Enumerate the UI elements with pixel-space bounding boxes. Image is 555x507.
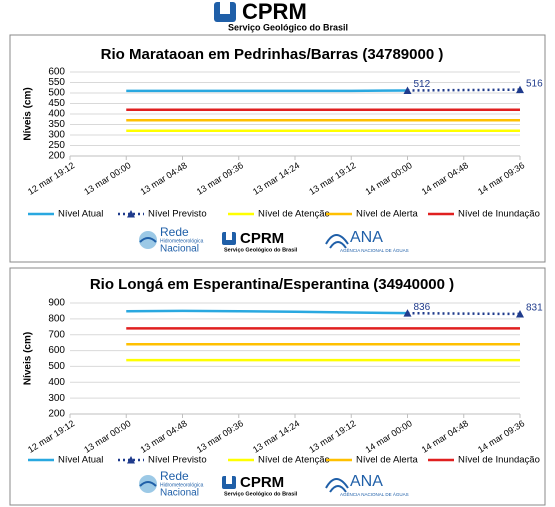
x-tick-label: 13 mar 19:12 xyxy=(307,160,357,197)
legend-label: Nível Previsto xyxy=(148,209,207,220)
x-tick-label: 12 mar 19:12 xyxy=(26,160,76,197)
cprm-label: CPRM xyxy=(240,474,284,491)
y-axis-label: Níveis (cm) xyxy=(23,332,34,385)
x-tick-label: 14 mar 04:48 xyxy=(420,418,470,455)
series-line xyxy=(407,311,521,316)
x-tick-label: 13 mar 04:48 xyxy=(139,160,189,197)
y-tick-label: 400 xyxy=(48,109,65,120)
marker xyxy=(516,309,524,318)
cprm-icon-cut xyxy=(226,476,232,484)
rede-label: Rede xyxy=(160,225,189,239)
data-label: 831 xyxy=(526,303,543,314)
x-tick-label: 12 mar 19:12 xyxy=(26,418,76,455)
legend-label: Nível Atual xyxy=(58,209,103,220)
x-tick-label: 13 mar 00:00 xyxy=(82,160,132,197)
x-tick-label: 13 mar 09:36 xyxy=(195,418,245,455)
y-tick-label: 500 xyxy=(48,88,65,99)
x-tick-label: 13 mar 00:00 xyxy=(82,418,132,455)
y-tick-label: 300 xyxy=(48,393,65,404)
x-tick-label: 13 mar 14:24 xyxy=(251,418,301,455)
header-subtitle: Serviço Geológico do Brasil xyxy=(228,22,348,32)
legend-label: Nível de Alerta xyxy=(356,209,418,220)
chart-title: Rio Longá em Esperantina/Esperantina (34… xyxy=(90,276,454,293)
legend-label: Nível de Inundação xyxy=(458,455,540,466)
ana-sub: AGÊNCIA NACIONAL DE ÁGUAS xyxy=(340,490,409,497)
x-tick-label: 14 mar 00:00 xyxy=(364,160,414,197)
rede-sub: Hidrometeorológica xyxy=(160,238,204,244)
y-tick-label: 550 xyxy=(48,77,65,88)
rede-name: Nacional xyxy=(160,244,199,255)
y-tick-label: 600 xyxy=(48,345,65,356)
rede-name: Nacional xyxy=(160,488,199,499)
chart-title: Rio Marataoan em Pedrinhas/Barras (34789… xyxy=(101,46,444,63)
cprm-icon-cut xyxy=(226,232,232,240)
y-tick-label: 450 xyxy=(48,98,65,109)
x-tick-label: 13 mar 09:36 xyxy=(195,160,245,197)
rede-icon-wave xyxy=(139,237,157,243)
legend-label: Nível Previsto xyxy=(148,455,207,466)
x-tick-label: 13 mar 04:48 xyxy=(139,418,189,455)
data-label: 836 xyxy=(414,302,431,313)
rede-label: Rede xyxy=(160,469,189,483)
chart-frame xyxy=(9,267,546,506)
cprm-sub: Serviço Geológico do Brasil xyxy=(224,247,298,253)
y-tick-label: 800 xyxy=(48,313,65,324)
data-label: 516 xyxy=(526,78,543,89)
legend-marker xyxy=(127,210,135,218)
y-tick-label: 600 xyxy=(48,67,65,78)
ana-icon xyxy=(325,234,349,249)
x-tick-label: 14 mar 00:00 xyxy=(364,418,414,455)
y-tick-label: 400 xyxy=(48,377,65,388)
y-tick-label: 350 xyxy=(48,119,65,130)
header-title: CPRM xyxy=(242,0,307,24)
ana-label: ANA xyxy=(350,473,383,490)
legend-label: Nível de Inundação xyxy=(458,209,540,220)
x-tick-label: 14 mar 09:36 xyxy=(476,160,526,197)
y-tick-label: 700 xyxy=(48,329,65,340)
y-tick-label: 200 xyxy=(48,151,65,162)
y-tick-label: 300 xyxy=(48,130,65,141)
x-tick-label: 14 mar 04:48 xyxy=(420,160,470,197)
legend-label: Nível de Alerta xyxy=(356,455,418,466)
ana-label: ANA xyxy=(350,229,383,246)
legend-marker xyxy=(127,456,135,464)
cprm-icon-cut xyxy=(220,2,230,14)
x-tick-label: 14 mar 09:36 xyxy=(476,418,526,455)
cprm-sub: Serviço Geológico do Brasil xyxy=(224,491,298,497)
series-line xyxy=(126,309,408,315)
marker xyxy=(403,86,412,94)
y-tick-label: 200 xyxy=(48,409,65,420)
chart-frame xyxy=(9,34,546,263)
y-tick-label: 900 xyxy=(48,298,65,309)
rede-icon xyxy=(139,475,157,493)
cprm-label: CPRM xyxy=(240,230,284,247)
series-line xyxy=(407,88,521,92)
header-logo: CPRM Serviço Geológico do Brasil xyxy=(214,0,348,32)
marker xyxy=(403,309,412,317)
x-tick-label: 13 mar 14:24 xyxy=(251,160,301,197)
ana-icon xyxy=(325,478,349,493)
marker xyxy=(516,85,524,94)
legend-label: Nível Atual xyxy=(58,455,103,466)
ana-sub: AGÊNCIA NACIONAL DE ÁGUAS xyxy=(340,246,409,253)
rede-icon-wave xyxy=(139,481,157,487)
data-label: 512 xyxy=(414,79,431,90)
rede-sub: Hidrometeorológica xyxy=(160,482,204,488)
y-tick-label: 500 xyxy=(48,361,65,372)
y-axis-label: Níveis (cm) xyxy=(23,87,34,140)
legend-label: Nível de Atenção xyxy=(258,209,330,220)
x-tick-label: 13 mar 19:12 xyxy=(307,418,357,455)
legend-label: Nível de Atenção xyxy=(258,455,330,466)
y-tick-label: 250 xyxy=(48,140,65,151)
rede-icon xyxy=(139,231,157,249)
